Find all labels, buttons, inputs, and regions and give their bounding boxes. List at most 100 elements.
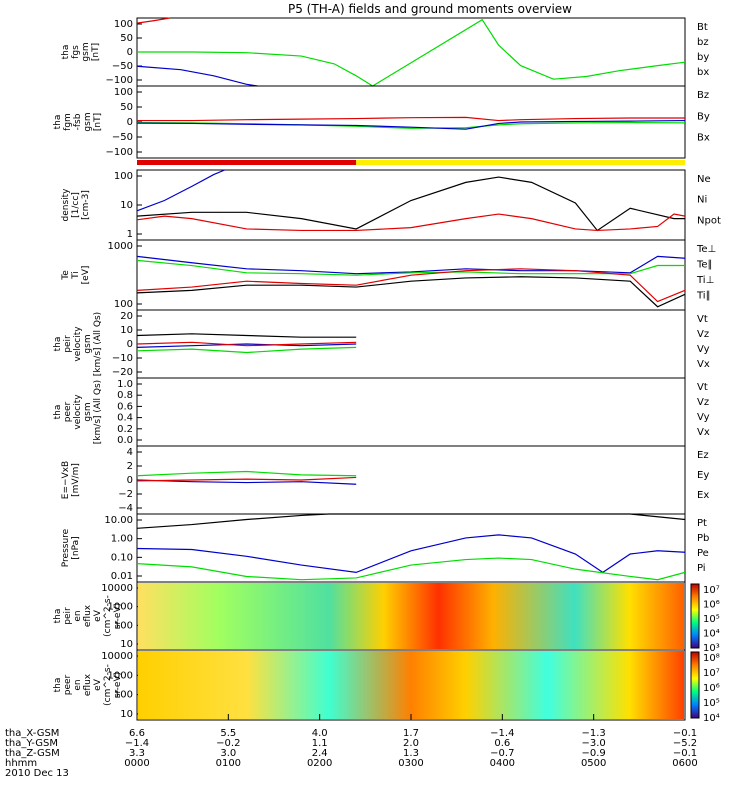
heatmap-image — [138, 583, 684, 649]
ephemeris-value: 0400 — [490, 758, 515, 769]
y-axis-label-line: -fsb — [73, 113, 83, 130]
y-tick-label: 10000 — [101, 583, 133, 594]
y-axis-label-line: tha — [53, 115, 63, 130]
y-tick-label: 100 — [114, 690, 133, 701]
legend-entry: Vz — [697, 329, 709, 340]
y-axis-label-line: [mV/m] — [71, 463, 81, 497]
y-axis-label-line: eflux — [83, 673, 93, 696]
ephemeris-value: 0100 — [216, 758, 241, 769]
y-axis-label-line: density — [61, 188, 71, 222]
series-pt — [136, 513, 686, 529]
y-axis-label-line: (cm^2-s- — [103, 595, 113, 637]
ephemeris-value: 0300 — [398, 758, 423, 769]
y-axis-label: thapeirvelocitygsm[km/s] (All Qs) — [53, 312, 103, 376]
y-tick-label: 0 — [127, 47, 133, 58]
colorbar-label: 10⁴ — [703, 629, 720, 640]
legend-entry: Ex — [697, 490, 709, 501]
heatmap-image — [138, 651, 684, 719]
ephemeris-value: 3.3 — [129, 748, 145, 759]
y-tick-label: 50 — [120, 102, 133, 113]
y-axis-label: thapeirenefluxeV(cm^2-s-sr-eV) — [53, 595, 123, 637]
y-tick-label: 1.0 — [117, 379, 133, 390]
panel-frame — [136, 377, 686, 447]
series-vz — [136, 341, 357, 347]
ephemeris-value: 0600 — [672, 758, 697, 769]
legend-entry: Ey — [697, 470, 709, 481]
series-vt — [136, 333, 357, 338]
y-tick-label: 10 — [120, 709, 133, 720]
y-axis-label-line: peir — [63, 335, 73, 353]
legend-entry: Vy — [697, 344, 710, 355]
panel-frame — [136, 169, 686, 241]
ephemeris-value: −0.7 — [490, 748, 514, 759]
y-axis-label-line: [nT] — [93, 113, 103, 131]
y-tick-label: 4 — [127, 447, 133, 458]
legend-entry: Bx — [697, 133, 710, 144]
y-tick-label: 10 — [120, 200, 133, 211]
y-axis-label-line: tha — [53, 337, 63, 352]
legend-entry: Bt — [697, 22, 708, 33]
ephemeris-row-label: tha_Y-GSM — [5, 738, 58, 749]
y-axis-label-line: (cm^2-s- — [103, 664, 113, 706]
date-label: 2010 Dec 13 — [5, 768, 69, 779]
y-tick-label: 100 — [114, 620, 133, 631]
series-bx — [136, 119, 686, 130]
legend-entry: bz — [697, 37, 709, 48]
panel-8: Pressure[nPa] 10.00 1.00 0.10 0.01 Pt Pb Pe Pi — [61, 513, 709, 583]
legend-entry: Vt — [697, 382, 708, 393]
ephemeris-value: −0.9 — [582, 748, 606, 759]
y-tick-label: 0.4 — [117, 413, 133, 424]
y-tick-label: −4 — [118, 503, 133, 514]
ephemeris-row-label: tha_X-GSM — [5, 728, 59, 739]
y-axis-label: thapeervelocitygsm[km/s] (All Qs) — [53, 380, 103, 444]
series-ex — [136, 479, 357, 485]
y-tick-label: 0.01 — [111, 571, 133, 582]
ephemeris-value: −5.2 — [673, 738, 697, 749]
y-axis-label: TeTi[eV] — [61, 266, 91, 285]
legend-entry: Vt — [697, 314, 708, 325]
y-axis-label-line: [km/s] (All Qs) — [93, 312, 103, 376]
y-tick-label: −2 — [118, 489, 133, 500]
y-axis-label-line: E=−VxB — [61, 461, 71, 499]
y-tick-label: 100 — [114, 299, 133, 310]
y-axis-label-line: sr-eV) — [113, 603, 123, 629]
y-tick-label: −50 — [112, 61, 133, 72]
ephemeris-value: 2.0 — [403, 738, 419, 749]
series-pi — [136, 534, 686, 574]
y-tick-label: 10 — [120, 639, 133, 650]
legend-entry: Ti∥ — [696, 291, 711, 302]
legend-entry: Vx — [697, 427, 710, 438]
y-tick-label: 1000 — [108, 602, 133, 613]
ephemeris-value: −0.2 — [216, 738, 240, 749]
colorbar-label: 10⁸ — [703, 653, 720, 664]
colorbar-label: 10³ — [703, 643, 720, 654]
legend-entry: Pi — [697, 563, 706, 574]
panel-7: E=−VxB[mV/m] 4 2 0 −2 −4 Ez Ey Ex — [61, 445, 709, 515]
colorbar-label: 10⁷ — [703, 668, 720, 679]
ephemeris-value: 0500 — [581, 758, 606, 769]
y-tick-label: 1000 — [108, 670, 133, 681]
colorbar-label: 10⁴ — [703, 713, 720, 724]
y-tick-label: 0 — [127, 339, 133, 350]
colorbar-label: 10⁷ — [703, 585, 720, 596]
ephemeris-value: 1.1 — [312, 738, 328, 749]
y-tick-label: 100 — [114, 19, 133, 30]
y-axis-label-line: tha — [53, 609, 63, 624]
colorbar-label: 10⁶ — [703, 683, 720, 694]
ephemeris-value: −1.3 — [582, 728, 606, 739]
legend-entry: Te∥ — [696, 260, 713, 271]
panel-5: thapeirvelocitygsm[km/s] (All Qs) 20 10 0 −1… — [53, 309, 710, 379]
y-tick-label: 0.8 — [117, 390, 133, 401]
ephemeris-value: 4.0 — [312, 728, 328, 739]
series-ey — [136, 470, 357, 477]
y-axis-label-line: fgm — [63, 113, 73, 131]
y-axis-label: E=−VxB[mV/m] — [61, 461, 81, 499]
y-axis-label-line: velocity — [73, 326, 83, 362]
y-axis-label-line: [eV] — [81, 266, 91, 285]
y-axis-label: density[1/cc][cm-3] — [61, 188, 91, 222]
y-axis-label: thapeerenefluxeV(cm^2-s-sr-eV) — [53, 664, 123, 706]
series-bz — [137, 116, 685, 122]
legend-entry: Ti⊥ — [696, 275, 714, 286]
series-ez — [136, 476, 357, 482]
colorbar-label: 10⁶ — [703, 600, 720, 611]
